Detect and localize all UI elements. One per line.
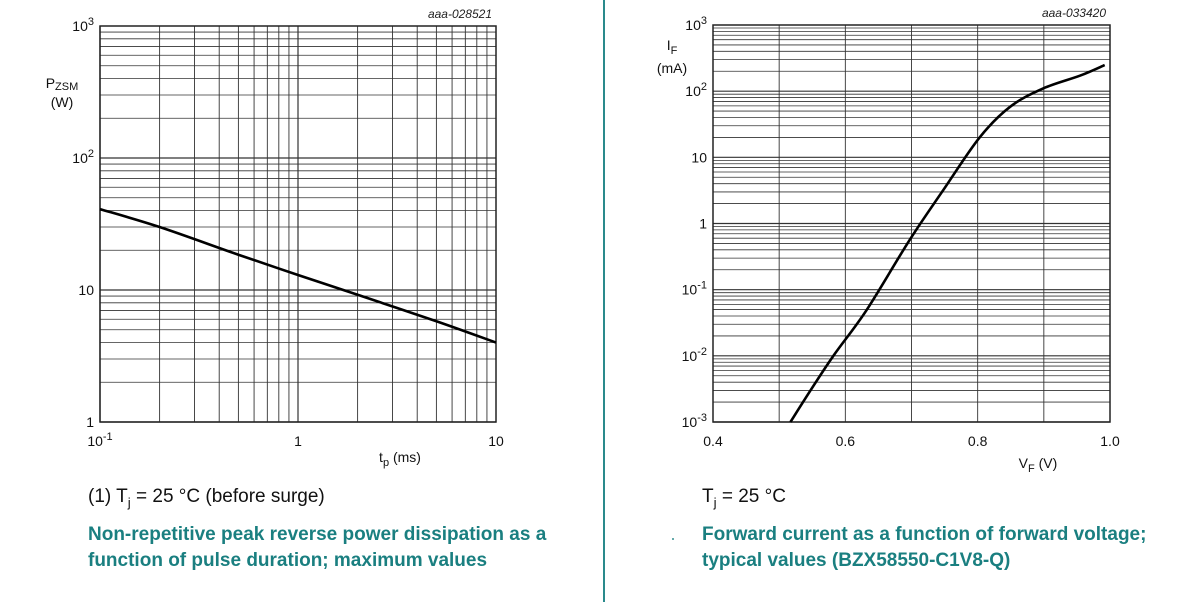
x-tick-label: 0.6: [836, 433, 856, 449]
chart-1: 0.4 0.6 0.8 1.0 10-3 10-2 10-1 1 10 102 103 VF (V) I…: [657, 6, 1120, 475]
left-chart-title: Non-repetitive peak reverse power dissip…: [88, 524, 547, 571]
note-text: = 25 °C (before surge): [130, 486, 325, 507]
note-sub: j: [127, 494, 131, 510]
y-tick-label: 10-2: [682, 346, 707, 364]
figure-id-label: aaa-028521: [428, 7, 492, 21]
x-tick-label: 1: [294, 433, 302, 449]
y-tick-label: 1: [86, 414, 94, 430]
x-tick-label: 10: [488, 433, 504, 449]
note-text: = 25 °C: [716, 486, 786, 507]
y-axis-unit: (W): [51, 94, 74, 110]
decorative-dot: [672, 538, 674, 540]
figure-id-label: aaa-033420: [1042, 6, 1106, 20]
y-tick-label: 1: [699, 216, 707, 232]
panel-divider: [603, 0, 605, 602]
x-tick-label: 10-1: [87, 431, 112, 449]
y-axis-label: IF: [667, 37, 678, 57]
x-axis-label: VF (V): [1019, 455, 1058, 475]
x-tick-label: 0.8: [968, 433, 988, 449]
note-sub: j: [713, 494, 717, 510]
y-tick-label: 102: [685, 81, 707, 99]
note-text: (1) T: [88, 486, 128, 507]
left-chart-note: (1) Tj = 25 °C (before surge): [88, 486, 325, 510]
y-tick-label: 10: [78, 282, 94, 298]
note-text: T: [702, 486, 714, 507]
series-line-0: [789, 63, 1106, 423]
y-tick-label: 10: [691, 149, 707, 165]
right-chart-title: Forward current as a function of forward…: [702, 524, 1147, 571]
y-tick-label: 103: [685, 15, 707, 33]
y-axis-label: PZSM: [46, 75, 79, 93]
x-axis-label: tp (ms): [379, 449, 421, 469]
plot-frame: [99, 25, 497, 423]
x-tick-label: 1.0: [1100, 433, 1120, 449]
y-tick-label: 102: [72, 148, 94, 166]
y-tick-label: 103: [72, 16, 94, 34]
series-line-0: [99, 207, 497, 344]
y-tick-label: 10-3: [682, 412, 707, 430]
plot-frame: [712, 24, 1111, 423]
y-tick-label: 10-1: [682, 280, 707, 298]
x-tick-label: 0.4: [703, 433, 723, 449]
y-axis-unit: (mA): [657, 60, 687, 76]
right-chart-note: Tj = 25 °C: [702, 486, 786, 510]
